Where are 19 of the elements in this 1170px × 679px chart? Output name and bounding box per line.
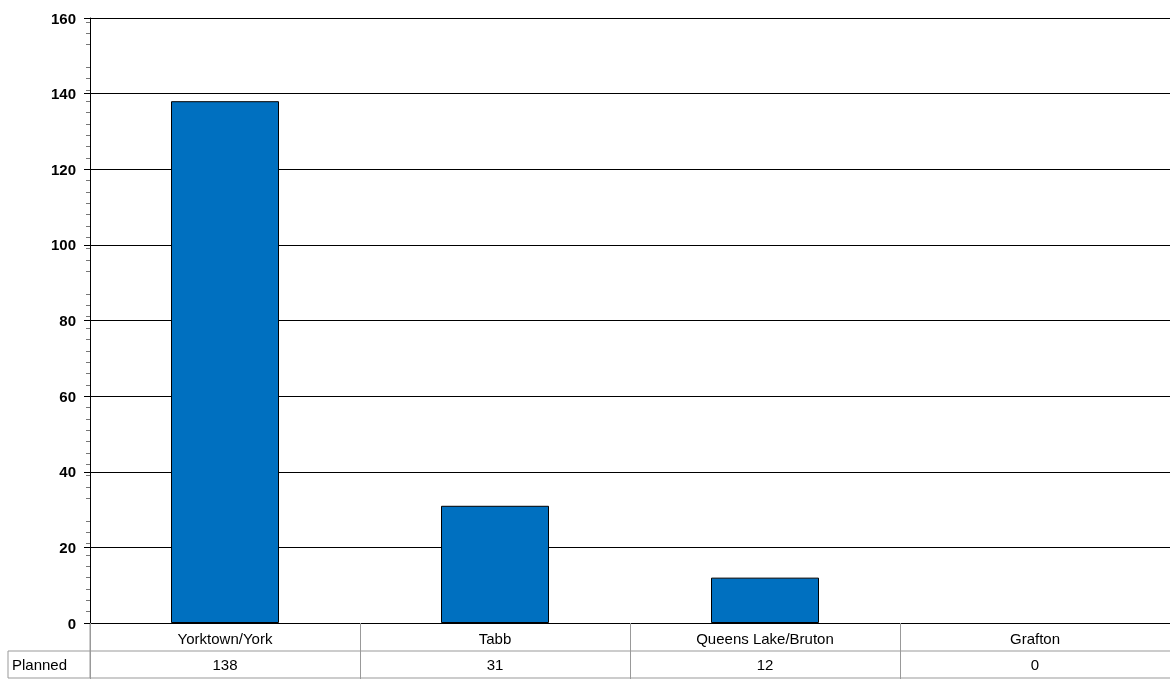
data-label: 138	[212, 656, 238, 673]
y-tick-label: 20	[59, 538, 76, 556]
y-tick-label: 140	[50, 85, 76, 103]
y-tick-label: 120	[50, 160, 76, 178]
y-tick-label: 100	[50, 236, 76, 254]
data-label: 12	[756, 656, 774, 673]
x-tick-label: Grafton	[1009, 630, 1061, 647]
y-tick-label: 40	[59, 463, 76, 481]
x-tick-label: Queens Lake/Bruton	[696, 630, 834, 647]
bar	[711, 577, 819, 623]
data-label: 31	[486, 656, 504, 673]
y-tick-label: 60	[59, 387, 76, 405]
y-tick-label: 160	[50, 9, 76, 27]
y-tick-label: 80	[59, 312, 76, 329]
x-tick-label: Tabb	[478, 630, 512, 647]
y-tick-label: 0	[67, 614, 76, 632]
text: Planned	[12, 656, 68, 673]
data-label: 0	[1030, 656, 1040, 673]
x-tick-label: Yorktown/York	[177, 630, 273, 647]
